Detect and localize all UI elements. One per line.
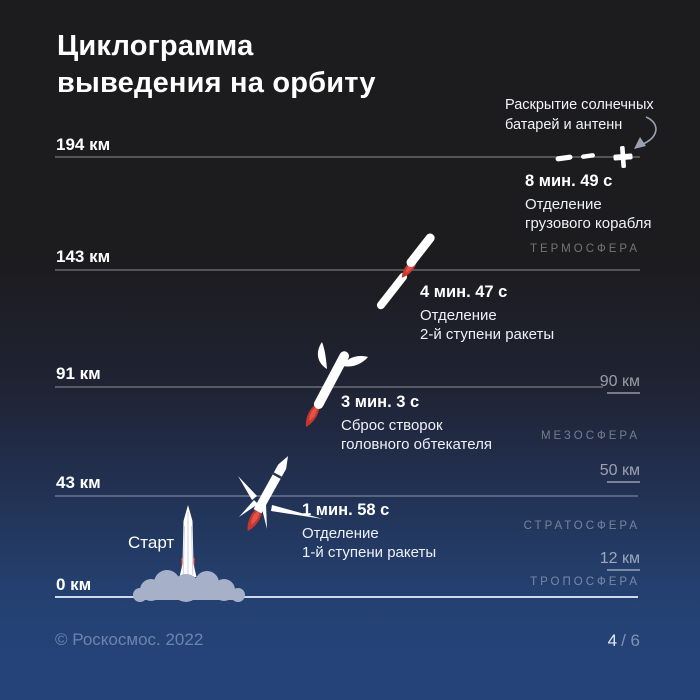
event-desc-line1: Отделение xyxy=(302,525,379,542)
event-fairing-jettison: 3 мин. 3 с Сброс створок головного обтек… xyxy=(341,393,492,454)
altitude-label-0km: 0 км xyxy=(56,575,92,594)
page-current: 4 xyxy=(607,631,618,650)
event-second-stage-separation: 4 мин. 47 с Отделение 2-й ступени ракеты xyxy=(420,283,554,344)
solar-panels-annotation: Раскрытие солнечных батарей и антенн xyxy=(505,95,654,135)
launch-rocket-icon xyxy=(133,505,245,602)
marker-line-12km xyxy=(607,569,640,571)
altitude-label-143km: 143 км xyxy=(56,247,111,266)
annotation-line1: Раскрытие солнечных xyxy=(505,97,654,113)
event-time: 3 мин. 3 с xyxy=(341,393,420,411)
page-title-line1: Циклограмма xyxy=(57,30,254,62)
event-time: 1 мин. 58 с xyxy=(302,501,390,519)
marker-label-12km: 12 км xyxy=(599,550,640,567)
event-desc-line1: Отделение xyxy=(420,307,497,324)
altitude-label-194km: 194 км xyxy=(56,135,111,154)
event-desc-line1: Отделение xyxy=(525,196,602,213)
event-desc-line2: головного обтекателя xyxy=(341,436,492,453)
marker-line-50km xyxy=(607,481,640,483)
altitude-line-43km xyxy=(55,495,638,497)
altitude-line-194km xyxy=(55,156,640,158)
ground-line-0km xyxy=(55,596,638,598)
marker-line-90km xyxy=(607,392,640,394)
altitude-label-91km: 91 км xyxy=(56,364,101,383)
layer-label-thermosphere: ТЕРМОСФЕРА xyxy=(529,243,640,255)
event-first-stage-separation: 1 мин. 58 с Отделение 1-й ступени ракеты xyxy=(302,501,436,562)
start-label: Старт xyxy=(128,533,175,552)
marker-label-90km: 90 км xyxy=(599,373,640,390)
altitude-line-91km xyxy=(55,386,603,388)
altitude-label-43km: 43 км xyxy=(56,473,101,492)
marker-label-50km: 50 км xyxy=(599,462,640,479)
event-desc-line2: 1-й ступени ракеты xyxy=(302,544,437,561)
annotation-line2: батарей и антенн xyxy=(505,117,623,133)
layer-label-stratosphere: СТРАТОСФЕРА xyxy=(523,520,640,532)
page-title: Циклограмма выведения на орбиту xyxy=(57,28,376,102)
event-desc-line2: 2-й ступени ракеты xyxy=(420,326,555,343)
event-desc-line1: Сброс створок xyxy=(341,417,443,434)
layer-label-mesosphere: МЕЗОСФЕРА xyxy=(540,430,640,442)
event-time: 4 мин. 47 с xyxy=(420,283,508,301)
page-title-line2: выведения на орбиту xyxy=(57,67,376,99)
copyright-text: © Роскосмос. 2022 xyxy=(55,630,204,649)
event-time: 8 мин. 49 с xyxy=(525,172,613,190)
altitude-line-143km xyxy=(55,269,640,271)
page-total: / 6 xyxy=(621,631,640,650)
event-desc-line2: грузового корабля xyxy=(525,215,652,232)
layer-label-troposphere: ТРОПОСФЕРА xyxy=(530,576,640,588)
page-indicator: 4/ 6 xyxy=(608,631,640,651)
event-cargo-ship-separation: 8 мин. 49 с Отделение грузового корабля xyxy=(525,172,652,233)
